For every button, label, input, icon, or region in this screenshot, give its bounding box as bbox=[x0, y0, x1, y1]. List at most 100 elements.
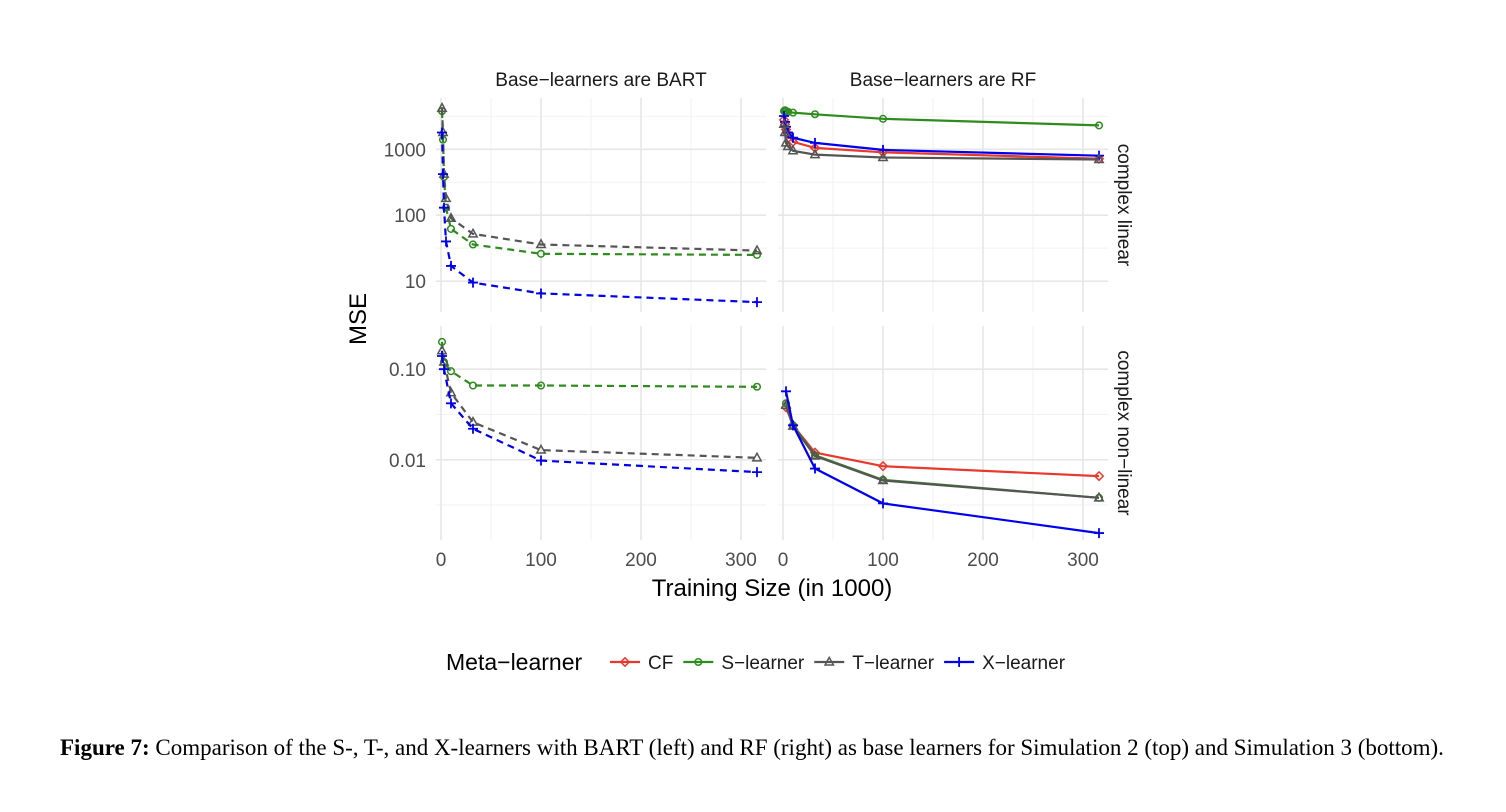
series-line bbox=[440, 111, 758, 256]
legend-item: T−learner bbox=[814, 653, 935, 674]
legend-item: CF bbox=[610, 653, 673, 674]
data-point bbox=[878, 498, 888, 509]
panel-series-r1-c1 bbox=[780, 386, 1105, 539]
series-line bbox=[440, 350, 758, 459]
data-point bbox=[809, 449, 821, 460]
data-point bbox=[439, 364, 449, 375]
figure-caption-text: Comparison of the S-, T-, and X-learners… bbox=[155, 735, 1444, 760]
data-point bbox=[751, 244, 763, 255]
legend-label: CF bbox=[648, 653, 673, 674]
legend-label: S−learner bbox=[721, 653, 805, 674]
series-line bbox=[440, 108, 758, 252]
x-tick-label: 100 bbox=[867, 550, 899, 571]
panel-series-r0-c0 bbox=[436, 102, 763, 308]
legend-title: Meta−learner bbox=[446, 649, 582, 675]
x-tick-label: 200 bbox=[625, 550, 657, 571]
facet-column-label: Base−learners are RF bbox=[850, 70, 1036, 91]
figure-caption: Figure 7: Comparison of the S-, T-, and … bbox=[60, 732, 1450, 764]
data-point bbox=[1093, 153, 1105, 164]
series-line bbox=[783, 108, 1100, 127]
data-point bbox=[446, 224, 456, 233]
data-point bbox=[778, 118, 790, 128]
data-point bbox=[437, 127, 447, 138]
data-point bbox=[439, 202, 449, 213]
data-point bbox=[536, 249, 546, 258]
y-tick-label: 0.01 bbox=[389, 451, 426, 472]
data-point bbox=[877, 474, 889, 485]
data-point bbox=[446, 367, 456, 376]
panel-r0-c1 bbox=[778, 98, 1108, 312]
panel-series-r1-c0 bbox=[436, 337, 763, 478]
x-tick-label: 100 bbox=[525, 550, 557, 571]
x-tick-label: 300 bbox=[1067, 550, 1099, 571]
figure-caption-label: Figure 7: bbox=[60, 735, 150, 760]
legend-item: X−learner bbox=[944, 653, 1066, 674]
series-line bbox=[440, 132, 758, 304]
data-point bbox=[441, 236, 451, 247]
data-point bbox=[536, 288, 546, 299]
x-tick-label: 0 bbox=[778, 550, 789, 571]
data-point bbox=[438, 169, 448, 180]
data-point bbox=[778, 114, 790, 126]
data-point bbox=[752, 467, 762, 478]
x-tick-label: 300 bbox=[725, 550, 757, 571]
data-point bbox=[535, 238, 547, 249]
data-point bbox=[779, 126, 791, 137]
legend-key-marker bbox=[619, 656, 631, 668]
data-point bbox=[810, 137, 820, 148]
data-point bbox=[809, 148, 821, 159]
facet-row-label: complex linear bbox=[1113, 144, 1134, 267]
data-point bbox=[787, 144, 799, 155]
data-point bbox=[788, 420, 798, 431]
panel-r1-c0 bbox=[436, 326, 766, 540]
facet-row-label: complex non−linear bbox=[1113, 350, 1134, 516]
data-point bbox=[788, 132, 798, 143]
data-point bbox=[468, 423, 478, 434]
facet-column-label: Base−learners are BART bbox=[495, 70, 707, 91]
data-point bbox=[781, 386, 791, 397]
data-point bbox=[809, 142, 821, 154]
data-point bbox=[788, 108, 798, 117]
data-point bbox=[437, 350, 447, 361]
panel-r1-c1 bbox=[778, 326, 1108, 540]
data-point bbox=[446, 260, 456, 271]
data-point bbox=[467, 227, 479, 238]
x-tick-label: 200 bbox=[967, 550, 999, 571]
series-line bbox=[440, 341, 758, 388]
data-point bbox=[1094, 528, 1104, 539]
data-point bbox=[1093, 491, 1105, 502]
data-point bbox=[436, 102, 448, 112]
legend-label: T−learner bbox=[852, 653, 935, 674]
data-point bbox=[468, 277, 478, 288]
legend-key-marker bbox=[694, 657, 703, 667]
data-point bbox=[1094, 121, 1104, 130]
data-point bbox=[810, 463, 820, 474]
panel-series-r0-c1 bbox=[778, 106, 1105, 164]
legend-key-marker bbox=[954, 657, 965, 667]
data-point bbox=[446, 398, 456, 409]
y-tick-label: 0.10 bbox=[389, 360, 426, 381]
legend-item: S−learner bbox=[683, 653, 805, 674]
data-point bbox=[1093, 470, 1105, 482]
series-line bbox=[782, 119, 1100, 160]
panel-r0-c0 bbox=[436, 98, 766, 312]
y-axis-title: MSE bbox=[345, 293, 372, 345]
data-point bbox=[877, 151, 889, 162]
data-point bbox=[752, 250, 762, 259]
y-tick-label: 1000 bbox=[384, 140, 426, 161]
legend-label: X−learner bbox=[982, 653, 1066, 674]
legend-key-marker bbox=[823, 655, 835, 666]
x-axis-title: Training Size (in 1000) bbox=[652, 575, 893, 602]
data-point bbox=[535, 443, 547, 454]
data-point bbox=[782, 140, 794, 151]
series-line bbox=[440, 355, 758, 474]
data-point bbox=[536, 455, 546, 466]
y-tick-label: 100 bbox=[394, 206, 426, 227]
data-point bbox=[751, 451, 763, 462]
data-point bbox=[810, 110, 820, 119]
data-point bbox=[445, 212, 457, 222]
series-line bbox=[782, 124, 1100, 161]
y-tick-label: 10 bbox=[405, 272, 426, 293]
data-point bbox=[536, 381, 546, 390]
